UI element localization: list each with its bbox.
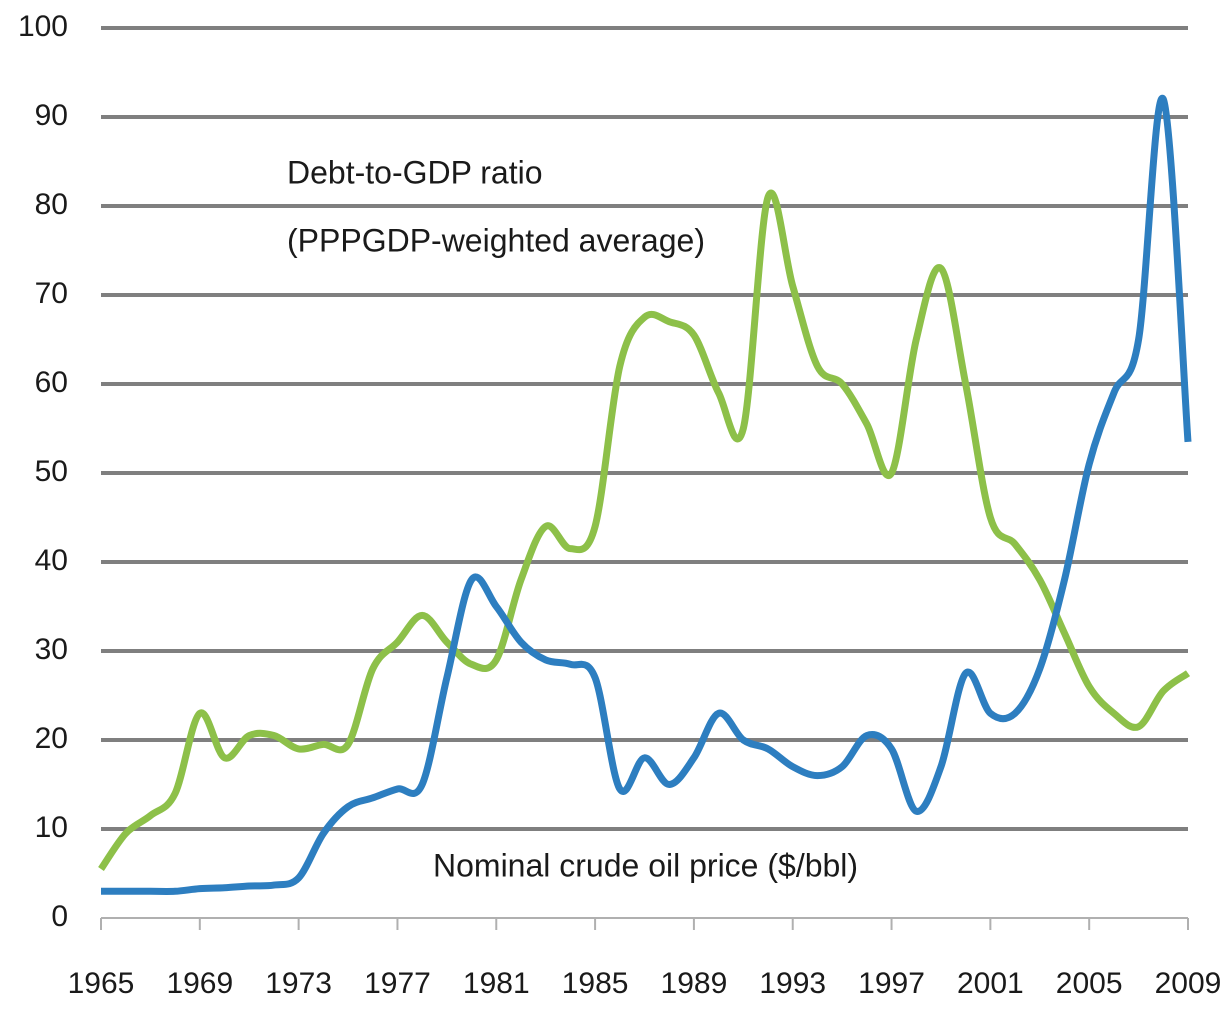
x-tick-label: 1973 bbox=[265, 967, 332, 1000]
line-series bbox=[101, 94, 1192, 895]
x-tick-label: 2005 bbox=[1056, 967, 1123, 1000]
y-tick-label: 30 bbox=[35, 633, 68, 666]
annotation: Nominal crude oil price ($/bbl) bbox=[433, 847, 858, 883]
x-tick-label: 2009 bbox=[1155, 967, 1222, 1000]
y-tick-label: 100 bbox=[18, 10, 68, 43]
y-tick-label: 10 bbox=[35, 811, 68, 844]
y-tick-label: 20 bbox=[35, 722, 68, 755]
x-tick-label: 1977 bbox=[364, 967, 431, 1000]
y-tick-label: 80 bbox=[35, 188, 68, 221]
annotation: (PPPGDP-weighted average) bbox=[287, 222, 705, 258]
x-tick-label: 1989 bbox=[661, 967, 728, 1000]
line-series bbox=[98, 189, 1191, 872]
y-tick-label: 60 bbox=[35, 366, 68, 399]
x-tick-label: 1993 bbox=[759, 967, 826, 1000]
x-tick-label: 1969 bbox=[166, 967, 233, 1000]
x-tick-label: 1997 bbox=[858, 967, 925, 1000]
x-tick-label: 2001 bbox=[957, 967, 1024, 1000]
annotation: Debt-to-GDP ratio bbox=[287, 154, 543, 190]
x-tick-label: 1981 bbox=[463, 967, 530, 1000]
y-tick-label: 70 bbox=[35, 277, 68, 310]
x-tick-label: 1985 bbox=[562, 967, 629, 1000]
y-tick-label: 90 bbox=[35, 99, 68, 132]
y-tick-label: 50 bbox=[35, 455, 68, 488]
y-tick-label: 0 bbox=[51, 900, 68, 933]
x-tick-label: 1965 bbox=[68, 967, 135, 1000]
y-tick-label: 40 bbox=[35, 544, 68, 577]
